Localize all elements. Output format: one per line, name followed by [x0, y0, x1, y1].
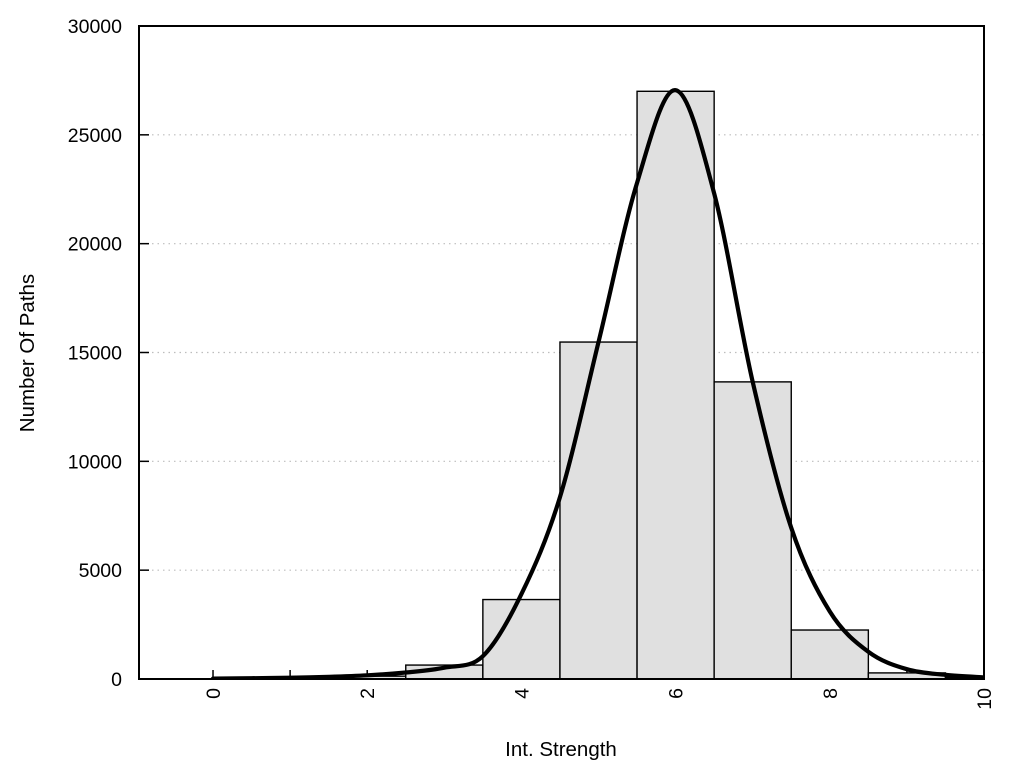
histogram-bar	[790, 629, 870, 679]
x-tick-label: 4	[511, 688, 533, 699]
y-tick-label: 0	[111, 669, 122, 691]
y-tick-label: 15000	[68, 343, 122, 365]
plot-frame	[138, 25, 985, 680]
fit-curve	[210, 88, 984, 679]
x-tick-label: 10	[974, 688, 996, 710]
x-axis-title: Int. Strength	[505, 738, 617, 761]
histogram-bar	[559, 341, 638, 679]
y-axis-title: Number Of Paths	[16, 273, 39, 433]
y-tick-label: 25000	[68, 125, 122, 147]
x-tick-label: 6	[666, 688, 688, 699]
x-tick-label: 0	[203, 688, 225, 699]
y-tick-label: 10000	[68, 451, 122, 473]
y-tick-label: 5000	[79, 560, 123, 582]
y-tick-label: 20000	[68, 234, 122, 256]
histogram-bar	[713, 381, 792, 679]
x-tick-label: 8	[820, 688, 842, 699]
x-tick-label: 2	[357, 688, 379, 699]
histogram-bar	[636, 90, 715, 679]
y-tick-label: 30000	[68, 16, 122, 38]
